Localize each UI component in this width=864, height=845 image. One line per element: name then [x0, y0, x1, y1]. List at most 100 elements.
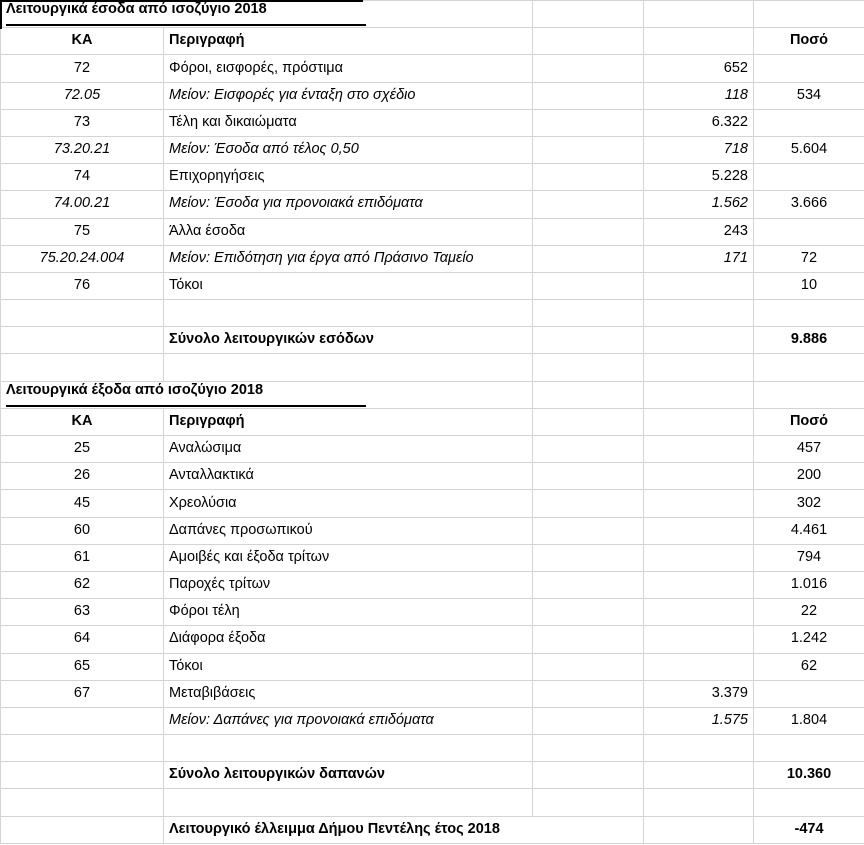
cell-code[interactable]: 72	[0, 54, 164, 83]
cell-subtotal[interactable]	[643, 543, 754, 572]
cell-description[interactable]: Μείον: Εισφορές για ένταξη στο σχέδιο	[163, 81, 533, 110]
cell-empty[interactable]	[532, 81, 644, 110]
cell-empty[interactable]	[643, 407, 754, 437]
column-header-amount[interactable]: Ποσό	[753, 27, 864, 56]
cell-empty[interactable]	[643, 788, 754, 817]
cell-subtotal[interactable]: 243	[643, 217, 754, 246]
column-header-description[interactable]: Περιγραφή	[163, 407, 533, 437]
cell-description[interactable]: Σύνολο λειτουργικών εσόδων	[163, 326, 533, 355]
cell-empty[interactable]	[643, 27, 754, 56]
cell-subtotal[interactable]	[643, 761, 754, 790]
cell-description[interactable]: Μείον: Δαπάνες για προνοιακά επιδόματα	[163, 706, 533, 736]
cell-empty[interactable]	[532, 734, 644, 763]
cell-empty[interactable]	[532, 299, 644, 328]
cell-code[interactable]: 72.05	[0, 81, 164, 110]
cell-description[interactable]: Δαπάνες προσωπικού	[163, 516, 533, 545]
cell-subtotal[interactable]: 5.228	[643, 163, 754, 192]
cell-code[interactable]: 61	[0, 543, 164, 572]
cell-subtotal[interactable]	[643, 271, 754, 301]
cell-description[interactable]: Λειτουργικό έλλειμμα Δήμου Πεντέλης έτος…	[163, 815, 644, 844]
cell-amount[interactable]: 62	[753, 652, 864, 681]
cell-amount[interactable]: -474	[753, 815, 864, 844]
cell-subtotal[interactable]: 118	[643, 81, 754, 110]
cell-subtotal[interactable]	[643, 462, 754, 491]
cell-code[interactable]: 26	[0, 462, 164, 491]
cell-description[interactable]: Χρεολύσια	[163, 489, 533, 518]
cell-description[interactable]: Διάφορα έξοδα	[163, 625, 533, 654]
cell-amount[interactable]: 4.461	[753, 516, 864, 545]
cell-empty[interactable]	[753, 788, 864, 817]
cell-code[interactable]: 75	[0, 217, 164, 246]
cell-subtotal[interactable]	[643, 598, 754, 627]
cell-amount[interactable]	[753, 679, 864, 708]
cell-amount[interactable]: 457	[753, 434, 864, 464]
section-title-cell[interactable]: Λειτουργικά έσοδα από ισοζύγιο 2018	[0, 0, 533, 29]
cell-amount[interactable]	[753, 217, 864, 246]
cell-empty[interactable]	[163, 734, 533, 763]
cell-empty[interactable]	[643, 299, 754, 328]
cell-code[interactable]: 74.00.21	[0, 190, 164, 219]
column-header-code[interactable]: ΚΑ	[0, 407, 164, 437]
cell-amount[interactable]: 794	[753, 543, 864, 572]
cell-empty[interactable]	[532, 353, 644, 382]
cell-description[interactable]: Φόροι, εισφορές, πρόστιμα	[163, 54, 533, 83]
cell-code[interactable]: 62	[0, 570, 164, 600]
cell-empty[interactable]	[532, 761, 644, 790]
cell-empty[interactable]	[163, 788, 533, 817]
cell-code[interactable]: 64	[0, 625, 164, 654]
cell-empty[interactable]	[532, 27, 644, 56]
cell-empty[interactable]	[532, 54, 644, 83]
cell-subtotal[interactable]: 3.379	[643, 679, 754, 708]
cell-empty[interactable]	[0, 353, 164, 382]
cell-subtotal[interactable]: 1.575	[643, 706, 754, 736]
cell-subtotal[interactable]	[643, 652, 754, 681]
cell-subtotal[interactable]	[643, 570, 754, 600]
cell-code[interactable]: 74	[0, 163, 164, 192]
cell-empty[interactable]	[753, 380, 864, 409]
cell-empty[interactable]	[163, 353, 533, 382]
cell-subtotal[interactable]	[643, 434, 754, 464]
cell-amount[interactable]: 200	[753, 462, 864, 491]
cell-subtotal[interactable]	[643, 489, 754, 518]
cell-amount[interactable]	[753, 163, 864, 192]
cell-empty[interactable]	[753, 353, 864, 382]
cell-description[interactable]: Επιχορηγήσεις	[163, 163, 533, 192]
cell-empty[interactable]	[532, 271, 644, 301]
column-header-description[interactable]: Περιγραφή	[163, 27, 533, 56]
cell-subtotal[interactable]	[643, 625, 754, 654]
cell-empty[interactable]	[532, 625, 644, 654]
cell-empty[interactable]	[532, 108, 644, 137]
cell-amount[interactable]	[753, 108, 864, 137]
cell-subtotal[interactable]: 718	[643, 135, 754, 165]
cell-description[interactable]: Μείον: Έσοδα από τέλος 0,50	[163, 135, 533, 165]
cell-amount[interactable]: 1.804	[753, 706, 864, 736]
cell-description[interactable]: Ανταλλακτικά	[163, 462, 533, 491]
cell-empty[interactable]	[643, 734, 754, 763]
cell-description[interactable]: Μεταβιβάσεις	[163, 679, 533, 708]
cell-empty[interactable]	[532, 434, 644, 464]
cell-empty[interactable]	[532, 489, 644, 518]
cell-empty[interactable]	[532, 217, 644, 246]
cell-code[interactable]: 60	[0, 516, 164, 545]
cell-description[interactable]: Τόκοι	[163, 271, 533, 301]
cell-description[interactable]: Παροχές τρίτων	[163, 570, 533, 600]
cell-empty[interactable]	[643, 0, 754, 29]
cell-code[interactable]: 67	[0, 679, 164, 708]
cell-code[interactable]: 73.20.21	[0, 135, 164, 165]
cell-code[interactable]: 65	[0, 652, 164, 681]
cell-subtotal[interactable]: 652	[643, 54, 754, 83]
cell-amount[interactable]	[753, 54, 864, 83]
cell-empty[interactable]	[532, 598, 644, 627]
cell-description[interactable]: Αναλώσιμα	[163, 434, 533, 464]
cell-code[interactable]	[0, 761, 164, 790]
cell-empty[interactable]	[532, 0, 644, 29]
cell-code[interactable]: 76	[0, 271, 164, 301]
cell-description[interactable]: Σύνολο λειτουργικών δαπανών	[163, 761, 533, 790]
cell-empty[interactable]	[532, 516, 644, 545]
cell-empty[interactable]	[532, 326, 644, 355]
cell-code[interactable]: 25	[0, 434, 164, 464]
cell-subtotal[interactable]	[643, 326, 754, 355]
cell-subtotal[interactable]	[643, 815, 754, 844]
cell-code[interactable]: 73	[0, 108, 164, 137]
section-title-cell[interactable]: Λειτουργικά έξοδα από ισοζύγιο 2018	[0, 380, 533, 409]
